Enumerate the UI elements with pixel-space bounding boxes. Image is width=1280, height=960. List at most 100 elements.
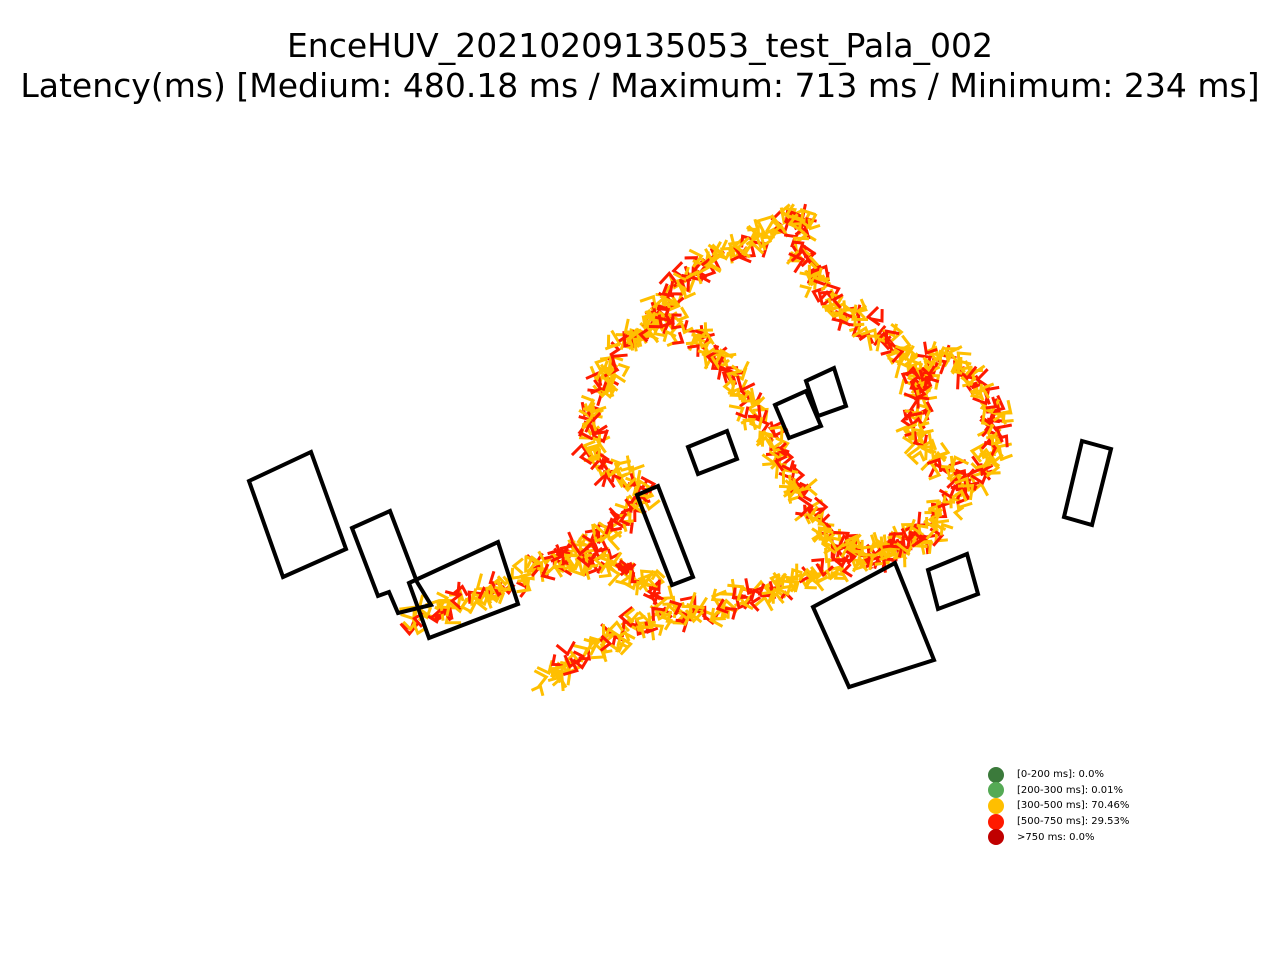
latency-marker — [645, 323, 659, 341]
latency-marker — [817, 290, 833, 306]
latency-marker — [902, 435, 917, 455]
latency-marker — [951, 488, 968, 502]
latency-marker — [608, 620, 625, 632]
latency-marker — [836, 534, 856, 550]
latency-marker — [740, 387, 756, 403]
latency-marker — [870, 309, 884, 323]
latency-marker — [551, 676, 568, 689]
latency-marker — [767, 587, 787, 603]
latency-marker — [924, 346, 946, 363]
latency-marker — [582, 439, 596, 456]
latency-marker — [749, 579, 772, 595]
latency-marker — [516, 576, 532, 594]
latency-marker — [697, 336, 712, 349]
latency-marker — [900, 370, 914, 385]
latency-marker — [921, 365, 936, 377]
latency-marker — [909, 525, 923, 542]
latency-marker — [715, 598, 729, 614]
latency-marker — [453, 584, 469, 597]
latency-marker — [928, 464, 942, 481]
latency-marker — [845, 550, 857, 565]
latency-marker — [814, 576, 827, 592]
latency-marker — [412, 622, 428, 636]
latency-marker — [691, 322, 708, 339]
latency-marker — [572, 656, 590, 670]
latency-marker — [604, 329, 622, 351]
latency-marker — [853, 315, 865, 327]
latency-marker — [909, 377, 922, 392]
latency-marker — [588, 636, 603, 650]
latency-marker — [604, 517, 626, 535]
latency-marker — [841, 563, 853, 578]
legend-marker-icon — [988, 766, 1004, 783]
latency-marker — [610, 353, 628, 372]
latency-marker — [735, 406, 750, 420]
latency-marker — [900, 410, 915, 430]
latency-marker — [625, 469, 642, 485]
latency-marker — [748, 596, 761, 612]
latency-marker — [596, 538, 609, 553]
latency-marker — [935, 509, 950, 525]
latency-marker — [779, 203, 791, 220]
latency-marker — [923, 438, 938, 451]
latency-marker — [736, 375, 756, 393]
latency-marker — [609, 373, 627, 387]
legend-marker-icon — [988, 829, 1004, 846]
latency-marker — [813, 496, 829, 518]
building-outline — [810, 560, 937, 690]
latency-marker — [427, 611, 442, 624]
latency-marker — [511, 557, 524, 575]
latency-marker — [590, 378, 603, 395]
latency-marker — [982, 421, 995, 435]
latency-marker — [676, 306, 690, 323]
latency-marker — [869, 540, 883, 553]
latency-marker — [808, 261, 822, 279]
latency-marker — [767, 591, 785, 604]
latency-marker — [895, 344, 911, 363]
latency-marker — [851, 304, 869, 322]
latency-marker — [439, 607, 454, 620]
chart-title: EnceHUV_20210209135053_test_Pala_002 — [286, 26, 994, 65]
latency-marker — [923, 341, 938, 356]
latency-marker — [757, 583, 772, 598]
latency-marker — [767, 438, 783, 451]
legend-label: >750 ms: 0.0% — [1017, 831, 1095, 843]
latency-marker — [923, 375, 940, 391]
latency-marker — [748, 416, 764, 430]
building-outlines-layer — [246, 365, 1114, 690]
latency-marker — [944, 466, 964, 483]
latency-marker — [952, 505, 965, 521]
latency-marker — [844, 533, 862, 549]
legend-marker-icon — [988, 782, 1004, 799]
latency-marker — [788, 252, 806, 274]
latency-marker — [660, 615, 674, 631]
building-outline — [685, 428, 740, 477]
latency-marker — [617, 634, 633, 656]
latency-marker — [610, 458, 622, 472]
latency-marker — [625, 455, 645, 473]
latency-marker — [669, 599, 683, 616]
building-outline — [1061, 438, 1114, 528]
latency-marker — [922, 356, 935, 374]
building-outline — [349, 508, 435, 616]
latency-marker — [759, 235, 775, 251]
latency-marker — [917, 432, 934, 449]
latency-marker — [572, 650, 585, 666]
latency-marker — [773, 455, 788, 472]
latency-marker — [650, 568, 666, 581]
latency-marker — [776, 574, 792, 590]
latency-marker — [672, 266, 690, 282]
latency-marker — [754, 235, 773, 250]
latency-marker — [671, 314, 687, 330]
latency-marker — [524, 555, 542, 573]
latency-marker — [636, 612, 653, 629]
latency-marker — [755, 215, 773, 235]
latency-marker — [969, 442, 985, 463]
latency-marker — [599, 546, 615, 564]
latency-marker — [919, 541, 934, 555]
building-outline — [925, 551, 981, 612]
latency-marker — [711, 241, 728, 261]
latency-marker — [724, 606, 738, 620]
latency-marker — [642, 588, 657, 601]
chart-subtitle: Latency(ms) [Medium: 480.18 ms / Maximum… — [20, 66, 1260, 105]
